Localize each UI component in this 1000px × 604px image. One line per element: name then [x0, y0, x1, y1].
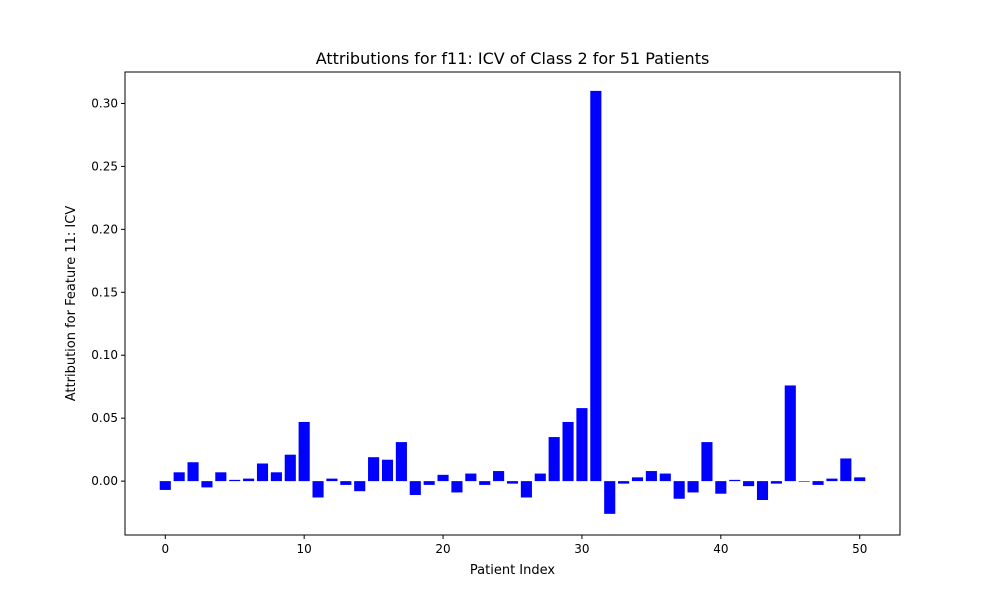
- bar-34: [631, 477, 644, 482]
- bar-30: [576, 408, 588, 482]
- bar-50: [854, 477, 866, 482]
- bar-24: [493, 471, 505, 482]
- chart-title: Attributions for f11: ICV of Class 2 for…: [316, 49, 710, 68]
- bar-7: [256, 463, 269, 482]
- y-tick-label: 0.10: [91, 348, 118, 362]
- bar-3: [201, 481, 213, 488]
- bar-0: [159, 481, 171, 490]
- bar-41: [729, 479, 741, 482]
- bar-20: [437, 474, 449, 482]
- plot-frame: [124, 71, 901, 536]
- bar-28: [548, 437, 560, 482]
- bar-47: [812, 481, 824, 485]
- bar-26: [520, 481, 532, 498]
- bar-45: [784, 385, 796, 482]
- bar-42: [743, 481, 755, 487]
- x-axis-ticks: 0 10 20 30 40 50: [161, 535, 867, 556]
- bar-4: [215, 472, 227, 482]
- bar-1: [173, 472, 185, 482]
- bar-6: [243, 478, 255, 482]
- bar-8: [270, 472, 282, 482]
- x-tick-label: 40: [713, 542, 728, 556]
- bar-15: [368, 457, 380, 482]
- bar-48: [826, 478, 838, 482]
- y-tick-label: 0.00: [91, 474, 118, 488]
- y-tick-label: 0.05: [91, 411, 118, 425]
- bar-22: [465, 473, 477, 482]
- bar-29: [562, 421, 574, 482]
- bar-5: [229, 479, 241, 482]
- y-axis-ticks: 0.00 0.05 0.10 0.15 0.20 0.25 0.30: [91, 96, 125, 488]
- bar-13: [340, 481, 352, 485]
- y-tick-label: 0.25: [91, 159, 118, 173]
- bar-31: [590, 90, 602, 482]
- bar-38: [687, 481, 699, 493]
- bar-17: [395, 442, 407, 482]
- bar-2: [187, 462, 199, 482]
- bar-36: [659, 473, 671, 482]
- x-tick-label: 50: [852, 542, 867, 556]
- x-tick-label: 20: [435, 542, 450, 556]
- bar-23: [479, 481, 491, 485]
- bar-32: [604, 481, 616, 514]
- bar-39: [701, 442, 713, 482]
- bar-37: [673, 481, 685, 499]
- x-tick-label: 10: [297, 542, 312, 556]
- bar-16: [381, 459, 394, 482]
- bar-46: [798, 481, 810, 482]
- bar-9: [284, 454, 296, 482]
- bar-35: [645, 471, 657, 482]
- bar-49: [840, 458, 852, 482]
- bar-33: [618, 481, 630, 484]
- bar-21: [451, 481, 463, 493]
- y-tick-label: 0.20: [91, 222, 118, 236]
- bar-43: [756, 481, 769, 501]
- y-axis-label: Attribution for Feature 11: ICV: [64, 206, 79, 402]
- bar-40: [715, 481, 727, 494]
- bar-12: [326, 478, 338, 482]
- bar-10: [298, 421, 310, 482]
- bar-25: [506, 481, 519, 484]
- x-tick-label: 0: [161, 542, 169, 556]
- bar-11: [312, 481, 324, 498]
- bar-27: [534, 473, 546, 482]
- bars-group: [159, 90, 866, 514]
- bar-44: [770, 481, 782, 484]
- bar-19: [423, 481, 435, 485]
- bar-18: [409, 481, 421, 495]
- y-tick-label: 0.15: [91, 285, 118, 299]
- x-tick-label: 30: [574, 542, 589, 556]
- x-axis-label: Patient Index: [470, 563, 555, 578]
- y-tick-label: 0.30: [91, 96, 118, 110]
- bar-14: [354, 481, 366, 492]
